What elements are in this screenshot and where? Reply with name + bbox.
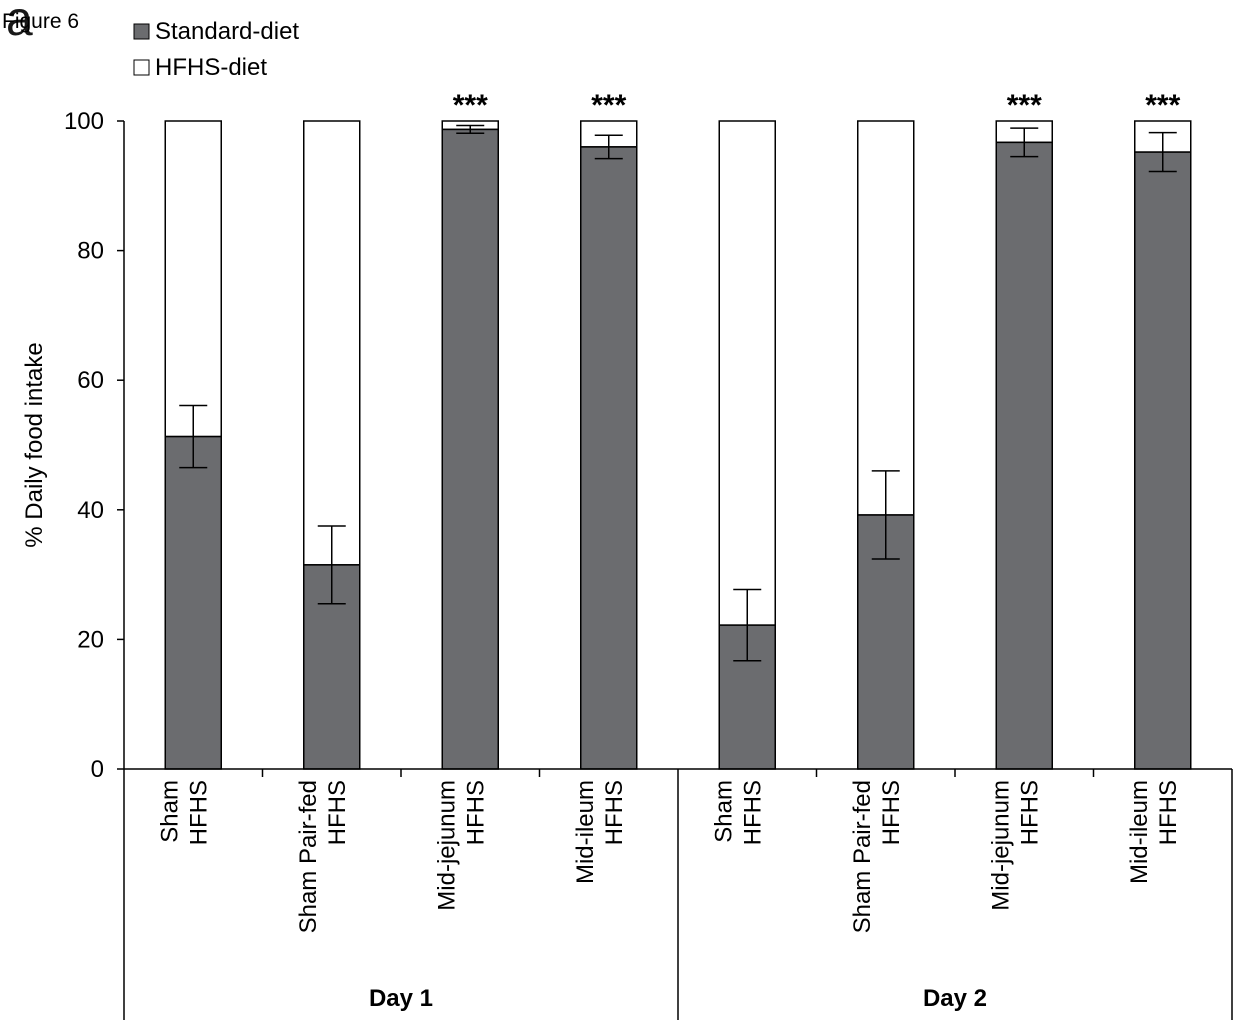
y-tick-label: 80 xyxy=(77,238,104,265)
category-label: Sham xyxy=(156,780,183,843)
legend-swatch-standard xyxy=(133,23,150,40)
category-label: HFHS xyxy=(1016,780,1043,845)
category-label: Sham xyxy=(710,780,737,843)
bar-standard-diet xyxy=(441,128,499,770)
category-label: Mid-ileum xyxy=(1126,780,1153,884)
bar-standard-diet xyxy=(995,141,1053,770)
x-axis: Sham HFHS Sham Pair-fed HFHS Mid-jejunum HFHS… xyxy=(123,768,1233,1020)
category-label: Mid-ileum xyxy=(572,780,599,884)
significance-marker: *** xyxy=(591,89,626,122)
category-label: Mid-jejunum xyxy=(433,780,460,911)
bar-standard-diet xyxy=(164,435,222,770)
bar-hfhs-diet xyxy=(857,120,915,516)
legend-swatch-hfhs xyxy=(133,59,150,76)
category-label: Sham Pair-fed xyxy=(849,780,876,933)
bar-hfhs-diet xyxy=(718,120,776,626)
legend-label-standard: Standard-diet xyxy=(155,18,299,45)
significance-marker: *** xyxy=(453,89,488,122)
significance-marker: *** xyxy=(1145,89,1180,122)
legend: Standard-diet HFHS-diet xyxy=(133,18,299,81)
bar-hfhs-diet xyxy=(303,120,361,566)
y-axis-label: % Daily food intake xyxy=(21,342,48,547)
y-tick-label: 40 xyxy=(77,497,104,524)
category-label: HFHS xyxy=(1155,780,1182,845)
group-label: Day 1 xyxy=(369,985,433,1012)
bars: *** *** *** *** xyxy=(164,89,1192,770)
category-label: HFHS xyxy=(324,780,351,845)
y-tick-label: 60 xyxy=(77,367,104,394)
bar-standard-diet xyxy=(1134,151,1192,770)
category-label: HFHS xyxy=(878,780,905,845)
category-label: HFHS xyxy=(739,780,766,845)
panel-letter: a xyxy=(6,0,33,46)
category-label: HFHS xyxy=(601,780,628,845)
figure-label: Figure 6 xyxy=(2,10,80,33)
bar-standard-diet xyxy=(580,146,638,770)
category-label: HFHS xyxy=(185,780,212,845)
y-axis: 0 20 40 60 80 100 % Daily food intake xyxy=(21,108,125,783)
y-tick-label: 100 xyxy=(64,108,104,135)
group-label: Day 2 xyxy=(923,985,987,1012)
bar-hfhs-diet xyxy=(164,120,222,438)
y-tick-label: 20 xyxy=(77,626,104,653)
legend-label-hfhs: HFHS-diet xyxy=(155,54,267,81)
category-label: HFHS xyxy=(462,780,489,845)
category-label: Mid-jejunum xyxy=(987,780,1014,911)
y-tick-label: 0 xyxy=(91,756,104,783)
category-label: Sham Pair-fed xyxy=(295,780,322,933)
significance-marker: *** xyxy=(1007,89,1042,122)
